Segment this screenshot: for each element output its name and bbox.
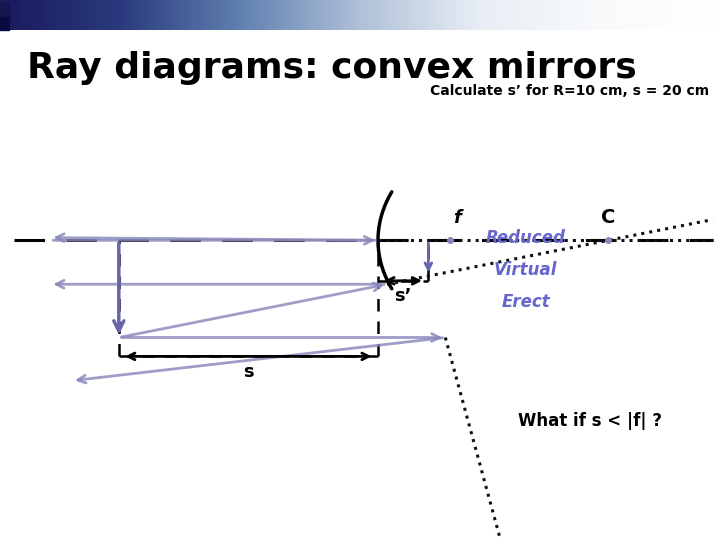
Text: s: s <box>243 363 253 381</box>
Text: f: f <box>454 209 461 227</box>
Text: Calculate s’ for R=10 cm, s = 20 cm: Calculate s’ for R=10 cm, s = 20 cm <box>430 84 709 98</box>
Text: Ray diagrams: convex mirrors: Ray diagrams: convex mirrors <box>27 51 637 85</box>
Text: s’: s’ <box>395 287 412 305</box>
Text: C: C <box>601 208 616 227</box>
Bar <box>0 14 9 30</box>
Text: Reduced: Reduced <box>486 228 565 247</box>
Text: Virtual: Virtual <box>494 261 557 279</box>
Bar <box>0 3 9 16</box>
Text: What if s < |f| ?: What if s < |f| ? <box>518 412 662 430</box>
Text: Erect: Erect <box>501 293 550 312</box>
